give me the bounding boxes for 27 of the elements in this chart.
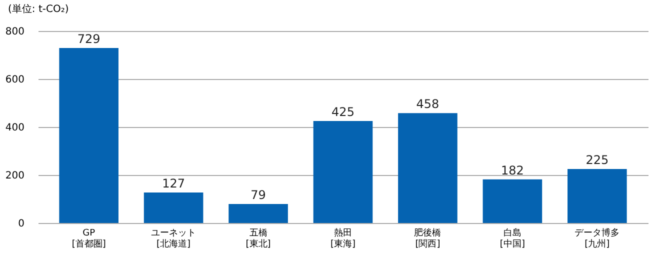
data-label: 127 bbox=[162, 176, 186, 191]
data-label: 79 bbox=[250, 188, 266, 202]
y-tick-label: 600 bbox=[5, 74, 24, 86]
x-tick-label: 五橋 [東北] bbox=[246, 228, 271, 250]
data-label: 729 bbox=[77, 32, 100, 46]
x-tick-label: ユーネット [北海道] bbox=[151, 228, 196, 250]
x-tick-label: データ博多 [九州] bbox=[574, 228, 620, 250]
x-tick-label: 肥後橋 [関西] bbox=[414, 228, 442, 250]
y-tick-label: 200 bbox=[5, 170, 24, 182]
data-label: 182 bbox=[500, 163, 524, 178]
x-tick-label: 熱田 [東海] bbox=[330, 228, 356, 250]
y-tick-label: 400 bbox=[5, 122, 24, 134]
data-label: 425 bbox=[332, 105, 354, 119]
bar bbox=[228, 204, 288, 223]
y-tick-label: 800 bbox=[5, 26, 24, 38]
bar bbox=[568, 169, 627, 223]
data-label: 225 bbox=[586, 153, 609, 167]
x-tick-label: GP [首都圏] bbox=[72, 228, 106, 250]
bar bbox=[59, 48, 118, 223]
y-tick-label: 0 bbox=[18, 218, 24, 230]
bar bbox=[144, 192, 204, 223]
x-tick-label: 白島 [中国] bbox=[500, 228, 525, 250]
bar bbox=[313, 121, 373, 223]
data-label: 458 bbox=[416, 97, 440, 112]
chart-title: (単位: t-CO₂) bbox=[8, 3, 69, 15]
bar bbox=[482, 179, 542, 223]
bar bbox=[398, 113, 458, 223]
